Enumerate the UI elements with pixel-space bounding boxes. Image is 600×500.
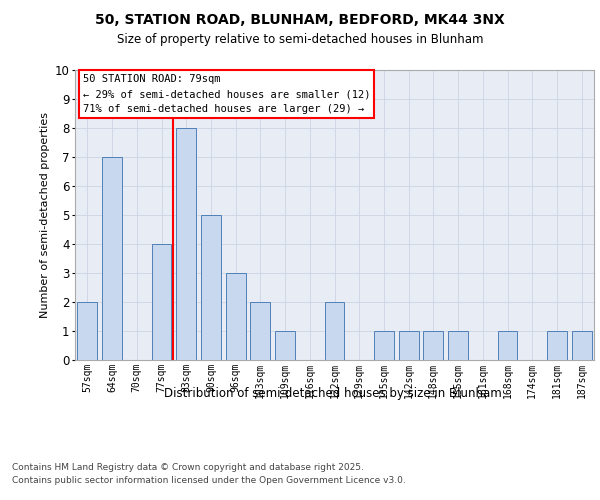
- Y-axis label: Number of semi-detached properties: Number of semi-detached properties: [40, 112, 50, 318]
- Text: Contains public sector information licensed under the Open Government Licence v3: Contains public sector information licen…: [12, 476, 406, 485]
- Bar: [374, 331, 394, 360]
- Bar: [547, 331, 567, 360]
- Bar: [102, 157, 122, 360]
- Bar: [77, 302, 97, 360]
- Text: Distribution of semi-detached houses by size in Blunham: Distribution of semi-detached houses by …: [164, 388, 502, 400]
- Bar: [275, 331, 295, 360]
- Bar: [399, 331, 419, 360]
- Bar: [325, 302, 344, 360]
- Bar: [226, 273, 245, 360]
- Text: 50, STATION ROAD, BLUNHAM, BEDFORD, MK44 3NX: 50, STATION ROAD, BLUNHAM, BEDFORD, MK44…: [95, 12, 505, 26]
- Bar: [250, 302, 270, 360]
- Text: Contains HM Land Registry data © Crown copyright and database right 2025.: Contains HM Land Registry data © Crown c…: [12, 462, 364, 471]
- Bar: [176, 128, 196, 360]
- Text: Size of property relative to semi-detached houses in Blunham: Size of property relative to semi-detach…: [117, 32, 483, 46]
- Bar: [448, 331, 468, 360]
- Bar: [152, 244, 172, 360]
- Bar: [497, 331, 517, 360]
- Bar: [424, 331, 443, 360]
- Bar: [201, 215, 221, 360]
- Text: 50 STATION ROAD: 79sqm
← 29% of semi-detached houses are smaller (12)
71% of sem: 50 STATION ROAD: 79sqm ← 29% of semi-det…: [83, 74, 370, 114]
- Bar: [572, 331, 592, 360]
